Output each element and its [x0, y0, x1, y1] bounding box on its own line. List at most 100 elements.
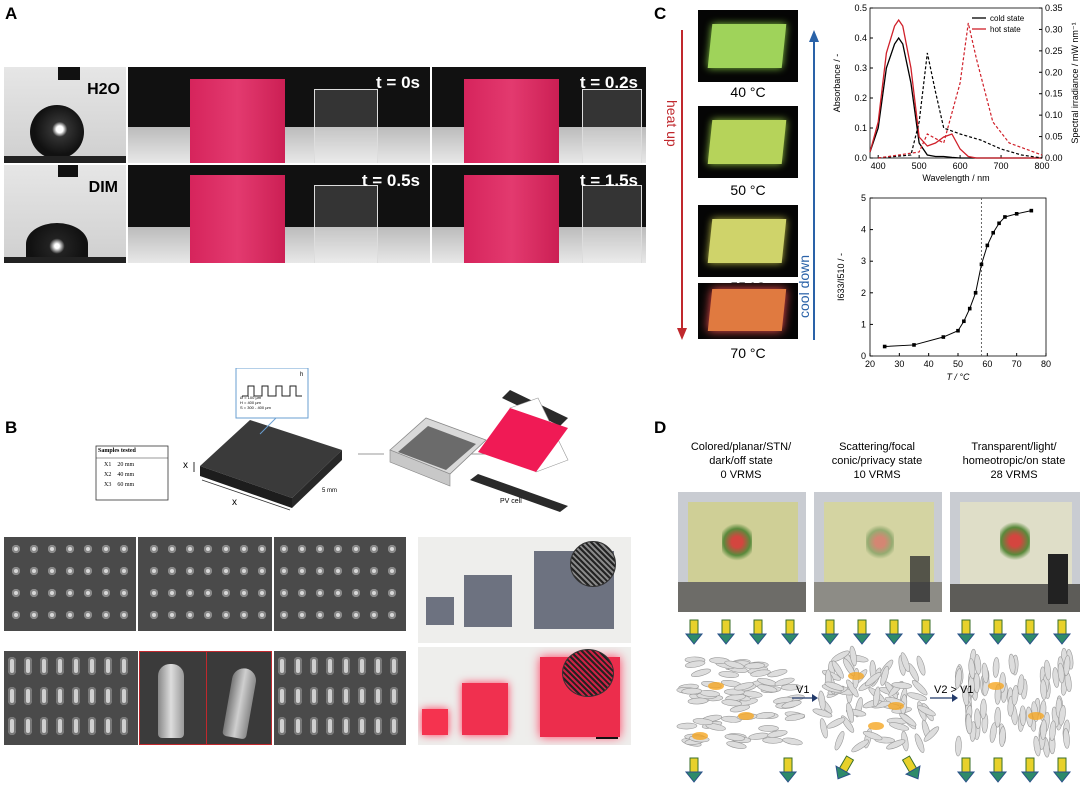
dye-molecule — [1028, 712, 1044, 720]
grey-molds-photo — [418, 537, 631, 643]
droplet-dim-photo: DIM — [4, 165, 126, 263]
timelapse-photo-t0: t = 0s — [128, 67, 430, 163]
light-arrow — [988, 757, 1008, 783]
lc-molecule — [781, 700, 802, 709]
sem-pillar — [298, 567, 306, 575]
lc-molecule — [721, 715, 742, 723]
x-tick-label: 20 — [865, 359, 875, 369]
sem-pillar — [30, 545, 38, 553]
sem-pillar — [24, 657, 32, 675]
lc-molecule — [911, 680, 928, 696]
sem-pillar — [294, 687, 302, 705]
y2-tick-label: 0.30 — [1045, 24, 1063, 34]
y-tick-label: 3 — [861, 256, 866, 266]
sem-pillar — [204, 545, 212, 553]
lc-molecule — [851, 739, 869, 753]
sem-pillar — [280, 611, 288, 619]
timelapse-photo-t15: t = 1.5s — [432, 165, 646, 263]
sem-image-tilted-left — [4, 651, 138, 745]
sem-pillar — [30, 589, 38, 597]
ratio-point — [912, 343, 916, 347]
sem-pillar — [102, 545, 110, 553]
lc-molecule — [750, 669, 771, 677]
x-tick-label: 700 — [994, 161, 1009, 171]
voltage-arrowhead — [952, 694, 958, 702]
sem-pillar — [278, 717, 286, 735]
sem-pillar — [150, 611, 158, 619]
lc-molecule — [968, 658, 976, 679]
lc-molecule — [774, 677, 795, 686]
sem-pillar — [102, 589, 110, 597]
samples-table-title: Samples tested — [98, 448, 136, 454]
sem-pillar — [280, 545, 288, 553]
lc-molecule — [826, 717, 846, 729]
sem-pillar — [84, 545, 92, 553]
sem-pillar — [8, 687, 16, 705]
lc-molecule — [1040, 679, 1047, 700]
sem-pillar — [316, 567, 324, 575]
lc-molecule — [849, 645, 857, 667]
sem-pillar — [258, 567, 266, 575]
sem-pillar — [8, 717, 16, 735]
light-arrow — [748, 619, 768, 645]
sem-pillar — [186, 589, 194, 597]
lc-molecule — [981, 662, 989, 684]
ratio-line — [884, 210, 1032, 348]
light-arrow — [901, 755, 921, 780]
lc-molecule — [767, 730, 788, 738]
sem-pillar — [388, 589, 396, 597]
sem-pillar — [8, 657, 16, 675]
sem-pillar — [374, 717, 382, 735]
x-tick-label: 800 — [1034, 161, 1049, 171]
x-tick-label: 50 — [953, 359, 963, 369]
lc-molecule — [780, 683, 802, 691]
y2-tick-label: 0.25 — [1045, 46, 1063, 56]
sem-pillar — [240, 567, 248, 575]
light-arrow — [684, 619, 704, 645]
lc-molecule — [914, 733, 925, 753]
heat-up-arrow — [677, 30, 687, 340]
sem-pillar — [102, 611, 110, 619]
light-arrow — [956, 757, 976, 783]
time-label-t0: t = 0s — [376, 73, 420, 92]
panel-letter-c: C — [654, 4, 667, 23]
sem-pillar — [388, 567, 396, 575]
lc-molecule — [724, 660, 745, 669]
timelapse-photo-t05: t = 0.5s — [128, 165, 430, 263]
samples-table: X1 20 mm X2 40 mm X3 60 mm — [104, 460, 134, 490]
sample-row: X2 40 mm — [104, 472, 135, 478]
y-tick-label: 0.4 — [854, 33, 867, 43]
sem-pillar — [278, 687, 286, 705]
sem-pillar — [120, 717, 128, 735]
y-tick-label: 0.5 — [854, 3, 867, 13]
absorbance-spectra-chart: 400 500 600 700 800 0.0 0.1 0.2 0.3 0.4 0.5 0.00 0.0… — [832, 3, 1080, 183]
lc-molecule — [1008, 653, 1016, 675]
sem-pillar — [40, 717, 48, 735]
y2-tick-label: 0.35 — [1045, 3, 1063, 13]
x-tick-label: 40 — [924, 359, 934, 369]
lc-molecule — [676, 722, 698, 730]
sem-pillar — [222, 589, 230, 597]
lc-molecule — [1063, 655, 1071, 676]
y2-tick-label: 0.05 — [1045, 132, 1063, 142]
timelapse-photo-t02: t = 0.2s — [432, 67, 646, 163]
y-tick-label: 0.1 — [854, 123, 867, 133]
liquid-crystal-schematic — [676, 619, 1074, 783]
dye-molecule — [888, 702, 904, 710]
light-arrow — [884, 619, 904, 645]
sem-pillar — [222, 545, 230, 553]
light-arrow — [956, 619, 976, 645]
sem-pillar — [120, 611, 128, 619]
sem-pillar — [24, 687, 32, 705]
lc-molecule — [1057, 662, 1065, 684]
y-tick-label: 0.2 — [854, 93, 867, 103]
cool-down-arrow — [809, 30, 819, 340]
sem-pillar — [204, 589, 212, 597]
light-arrow — [780, 619, 800, 645]
sem-pillar — [30, 567, 38, 575]
sem-pillar — [66, 611, 74, 619]
sem-pillar — [66, 545, 74, 553]
lc-molecule — [758, 725, 779, 732]
temp-label-40: 40 °C — [730, 84, 766, 100]
heat-up-label: heat up — [664, 100, 680, 147]
